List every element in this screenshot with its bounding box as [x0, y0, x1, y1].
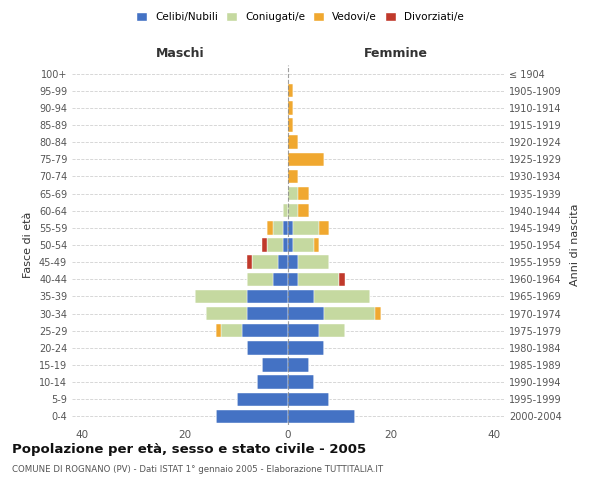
Text: Femmine: Femmine — [364, 47, 428, 60]
Bar — [314, 290, 370, 303]
Bar — [283, 221, 288, 234]
Bar — [206, 307, 247, 320]
Text: Maschi: Maschi — [155, 47, 205, 60]
Bar — [283, 238, 288, 252]
Bar — [196, 290, 247, 303]
Bar — [340, 272, 344, 286]
Bar — [247, 290, 288, 303]
Bar — [288, 290, 314, 303]
Bar — [288, 152, 324, 166]
Bar — [288, 392, 329, 406]
Text: COMUNE DI ROGNANO (PV) - Dati ISTAT 1° gennaio 2005 - Elaborazione TUTTITALIA.IT: COMUNE DI ROGNANO (PV) - Dati ISTAT 1° g… — [12, 466, 383, 474]
Bar — [283, 204, 288, 218]
Bar — [216, 324, 221, 338]
Bar — [288, 118, 293, 132]
Bar — [288, 187, 298, 200]
Bar — [252, 256, 278, 269]
Bar — [293, 221, 319, 234]
Bar — [247, 256, 252, 269]
Bar — [288, 170, 298, 183]
Bar — [298, 187, 308, 200]
Legend: Celibi/Nubili, Coniugati/e, Vedovi/e, Divorziati/e: Celibi/Nubili, Coniugati/e, Vedovi/e, Di… — [132, 8, 468, 26]
Bar — [288, 101, 293, 114]
Bar — [236, 392, 288, 406]
Bar — [247, 272, 272, 286]
Bar — [288, 410, 355, 423]
Bar — [288, 272, 298, 286]
Text: Popolazione per età, sesso e stato civile - 2005: Popolazione per età, sesso e stato civil… — [12, 442, 366, 456]
Bar — [272, 272, 288, 286]
Bar — [257, 376, 288, 389]
Bar — [319, 221, 329, 234]
Bar — [216, 410, 288, 423]
Bar — [288, 221, 293, 234]
Bar — [324, 307, 376, 320]
Bar — [247, 307, 288, 320]
Bar — [272, 221, 283, 234]
Bar — [319, 324, 344, 338]
Bar — [298, 204, 308, 218]
Y-axis label: Anni di nascita: Anni di nascita — [570, 204, 580, 286]
Bar — [293, 238, 314, 252]
Bar — [288, 84, 293, 98]
Bar — [262, 358, 288, 372]
Bar — [247, 341, 288, 354]
Bar — [288, 307, 324, 320]
Bar — [288, 341, 324, 354]
Bar — [288, 358, 308, 372]
Bar — [268, 238, 283, 252]
Bar — [288, 204, 298, 218]
Bar — [298, 256, 329, 269]
Bar — [288, 256, 298, 269]
Bar — [221, 324, 242, 338]
Bar — [278, 256, 288, 269]
Y-axis label: Fasce di età: Fasce di età — [23, 212, 33, 278]
Bar — [298, 272, 340, 286]
Bar — [376, 307, 380, 320]
Bar — [268, 221, 272, 234]
Bar — [288, 238, 293, 252]
Bar — [242, 324, 288, 338]
Bar — [288, 324, 319, 338]
Bar — [314, 238, 319, 252]
Bar — [288, 376, 314, 389]
Bar — [262, 238, 268, 252]
Bar — [288, 136, 298, 149]
